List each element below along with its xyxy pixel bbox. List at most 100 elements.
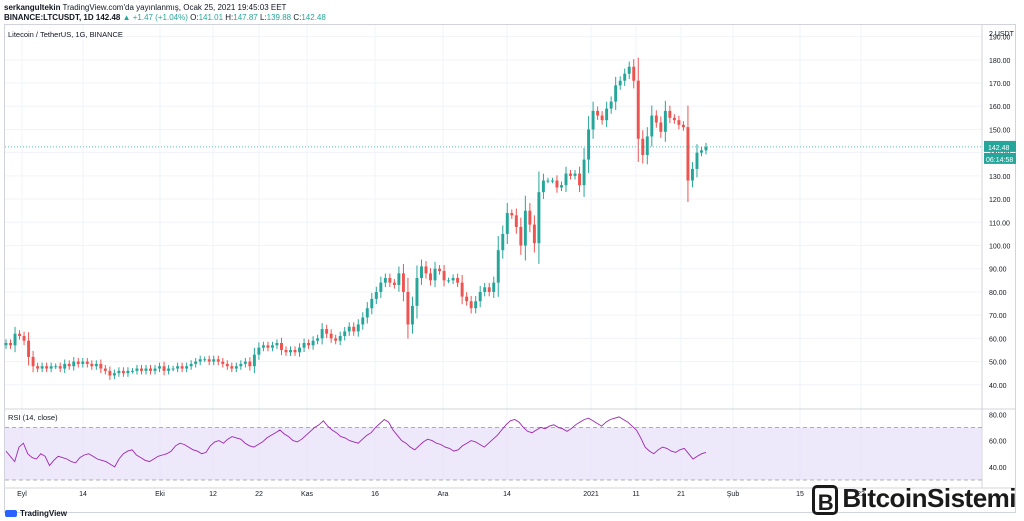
time-tick-label: 14 bbox=[503, 491, 511, 498]
candle bbox=[185, 366, 189, 369]
candle bbox=[636, 80, 640, 139]
candle bbox=[578, 173, 582, 186]
candle bbox=[370, 298, 374, 309]
candle bbox=[690, 168, 694, 181]
time-tick-label: 11 bbox=[632, 491, 639, 498]
candle bbox=[58, 366, 62, 369]
candle bbox=[257, 347, 261, 355]
candle bbox=[81, 361, 85, 364]
candle bbox=[140, 368, 143, 371]
candle bbox=[505, 213, 509, 234]
candle bbox=[112, 373, 116, 376]
candle bbox=[510, 213, 514, 216]
candle bbox=[316, 338, 320, 341]
time-tick-label: Kas bbox=[301, 491, 314, 498]
candle bbox=[433, 268, 437, 281]
candle bbox=[13, 333, 17, 346]
candle bbox=[207, 359, 211, 362]
last-price: 142.48 bbox=[95, 13, 121, 22]
rsi-line bbox=[5, 416, 707, 468]
candle bbox=[153, 368, 157, 371]
candle bbox=[614, 85, 618, 102]
candle bbox=[704, 146, 708, 151]
candle bbox=[270, 345, 274, 348]
low-value: 139.88 bbox=[266, 13, 292, 22]
candle bbox=[438, 268, 442, 272]
candle bbox=[329, 333, 333, 339]
price-tick-label: 80.00 bbox=[989, 290, 1007, 297]
candle bbox=[654, 115, 658, 123]
candle bbox=[429, 273, 432, 281]
candle bbox=[451, 278, 455, 281]
candle bbox=[460, 282, 464, 297]
candle bbox=[280, 343, 283, 350]
candle bbox=[492, 282, 496, 292]
candle bbox=[49, 366, 53, 369]
candle bbox=[383, 278, 387, 283]
price-tick-label: 130.00 bbox=[989, 174, 1011, 181]
price-change: ▲ +1.47 (+1.04%) bbox=[122, 13, 188, 22]
candle bbox=[135, 368, 139, 371]
countdown-label: 06:14:58 bbox=[986, 157, 1013, 164]
rsi-tick-label: 60.00 bbox=[989, 439, 1007, 446]
time-tick-label: 12 bbox=[209, 491, 217, 498]
close-value: 142.48 bbox=[301, 13, 326, 22]
candle bbox=[514, 215, 518, 227]
candle bbox=[379, 282, 383, 292]
candle bbox=[203, 359, 207, 361]
publish-date: TradingView.com'da yayınlanmış, Ocak 25,… bbox=[62, 3, 287, 12]
candle bbox=[67, 363, 71, 367]
candle bbox=[252, 354, 256, 367]
candle bbox=[478, 291, 482, 302]
candle bbox=[532, 224, 536, 244]
candle bbox=[415, 278, 419, 306]
candle bbox=[374, 291, 378, 299]
candle bbox=[401, 273, 405, 292]
tradingview-logo-icon bbox=[5, 510, 17, 518]
time-tick-label: 22 bbox=[857, 491, 865, 498]
candle bbox=[85, 361, 89, 364]
candle bbox=[442, 271, 446, 281]
candle bbox=[126, 370, 130, 374]
candle bbox=[40, 366, 44, 369]
candle bbox=[388, 278, 392, 283]
candle bbox=[564, 173, 568, 186]
price-tick-label: 60.00 bbox=[989, 336, 1007, 343]
candle bbox=[298, 347, 302, 353]
rsi-tick-label: 80.00 bbox=[989, 412, 1007, 419]
countdown-badge bbox=[984, 152, 1016, 164]
rsi-band bbox=[5, 427, 982, 480]
rsi-tick-label: 40.00 bbox=[989, 465, 1007, 472]
high-value: 147.87 bbox=[233, 13, 258, 22]
candle bbox=[307, 343, 311, 346]
time-tick-label: Eki bbox=[155, 491, 165, 498]
candle bbox=[72, 361, 76, 367]
candle bbox=[248, 361, 252, 367]
time-tick-label: 21 bbox=[677, 491, 685, 498]
tradingview-brand: TradingView bbox=[5, 509, 67, 518]
candle bbox=[54, 366, 58, 368]
candle bbox=[609, 101, 613, 109]
candle bbox=[560, 185, 563, 188]
price-tick-label: 120.00 bbox=[989, 197, 1011, 204]
candle bbox=[18, 333, 22, 337]
candle bbox=[284, 349, 288, 353]
time-tick-label: Ara bbox=[438, 491, 449, 498]
candle bbox=[275, 343, 279, 346]
candle bbox=[465, 296, 469, 302]
candle bbox=[162, 366, 166, 371]
candle bbox=[261, 345, 265, 348]
candle bbox=[587, 129, 591, 160]
last-price-badge bbox=[984, 140, 1016, 152]
chart-title: Litecoin / TetherUS, 1G, BINANCE bbox=[8, 30, 123, 39]
candle bbox=[189, 363, 193, 367]
candle bbox=[356, 324, 360, 332]
candle bbox=[27, 340, 31, 357]
candle bbox=[591, 110, 595, 130]
time-tick-label: 2021 bbox=[583, 491, 599, 498]
candle bbox=[103, 368, 107, 371]
bitcoinsistemi-logo-icon: B bbox=[812, 485, 839, 515]
time-tick-label: 15 bbox=[796, 491, 804, 498]
candle bbox=[121, 370, 125, 374]
